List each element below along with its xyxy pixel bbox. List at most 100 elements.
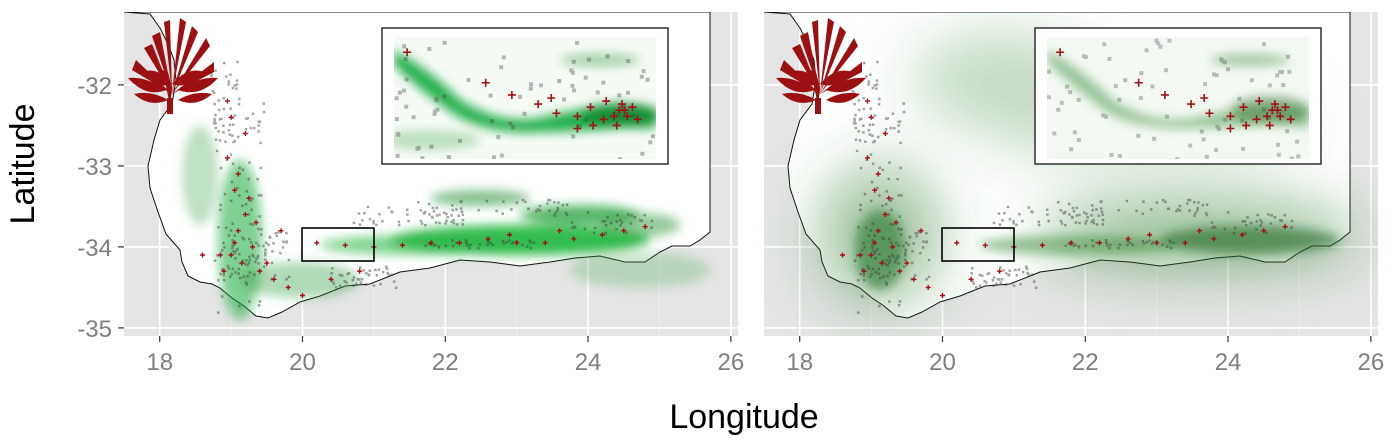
range-cell: [999, 281, 1003, 284]
range-cell: [238, 252, 241, 256]
presence-marker: [481, 78, 490, 87]
range-cell: [430, 242, 434, 246]
range-cell: [1260, 221, 1264, 224]
range-cell: [978, 273, 982, 277]
presence-marker: [507, 90, 516, 99]
range-cell: [1105, 241, 1108, 245]
range-cell: [1164, 114, 1169, 119]
range-cell: [437, 245, 441, 248]
presence-marker: [1263, 112, 1272, 121]
range-cell: [1007, 273, 1011, 277]
range-cell: [428, 213, 431, 216]
range-cell: [895, 257, 898, 261]
range-cell: [862, 124, 865, 127]
range-cell: [260, 228, 263, 231]
range-cell: [352, 284, 355, 287]
range-cell: [884, 262, 887, 266]
range-cell: [855, 149, 859, 153]
range-cell: [603, 219, 607, 223]
range-cell: [387, 206, 391, 209]
presence-marker: [882, 131, 888, 136]
range-cell: [233, 84, 237, 87]
range-cell: [922, 240, 925, 243]
range-cell: [891, 223, 894, 226]
range-cell: [569, 68, 574, 73]
range-cell: [992, 276, 996, 279]
range-cell: [231, 222, 234, 225]
range-cell: [871, 86, 875, 90]
range-cell: [224, 226, 228, 229]
range-cell: [1086, 215, 1089, 219]
range-cell: [244, 262, 247, 266]
presence-marker: [232, 187, 238, 193]
range-cell: [999, 266, 1002, 269]
range-cell: [1021, 219, 1024, 223]
presence-marker: [875, 171, 881, 177]
range-cell: [1220, 58, 1225, 63]
range-cell: [857, 130, 860, 133]
range-cell: [1167, 207, 1171, 211]
range-cell: [878, 194, 881, 197]
range-cell: [464, 239, 468, 242]
range-cell: [1097, 214, 1100, 217]
range-cell: [231, 86, 235, 90]
range-cell: [501, 55, 506, 60]
range-cell: [427, 242, 431, 245]
range-cell: [876, 186, 879, 190]
range-cell: [987, 271, 991, 275]
range-cell: [1109, 243, 1112, 247]
range-cell: [281, 246, 285, 249]
range-cell: [403, 57, 408, 62]
inset-panel: [1034, 27, 1322, 165]
range-cell: [375, 274, 379, 277]
range-cell: [897, 124, 900, 127]
range-cell: [1295, 139, 1300, 144]
range-cell: [1175, 209, 1178, 213]
range-cell: [1176, 208, 1180, 211]
range-cell: [211, 90, 215, 93]
range-cell: [1074, 221, 1078, 224]
range-cell: [1259, 224, 1262, 227]
range-cell: [223, 192, 227, 196]
range-cell: [881, 236, 884, 239]
map-panel-left: 18 20 22 24 26: [124, 12, 745, 376]
range-cell: [499, 153, 504, 158]
range-cell: [264, 241, 268, 245]
range-cell: [1019, 282, 1022, 286]
range-cell: [1021, 270, 1025, 274]
range-cell: [1108, 246, 1111, 250]
range-cell: [445, 212, 448, 216]
range-cell: [900, 233, 903, 236]
range-cell: [451, 204, 454, 207]
range-cell: [584, 117, 589, 122]
range-cell: [347, 271, 351, 275]
range-cell: [570, 70, 575, 75]
range-cell: [986, 272, 989, 276]
range-cell: [1100, 200, 1103, 203]
range-cell: [897, 130, 900, 133]
range-cell: [870, 272, 874, 276]
range-cell: [213, 259, 217, 262]
range-cell: [427, 47, 432, 52]
range-cell: [1101, 218, 1105, 222]
range-cell: [431, 216, 434, 219]
protea-logo: [128, 18, 218, 114]
range-cell: [255, 257, 258, 261]
x-tick-label: 26: [718, 349, 745, 376]
range-cell: [871, 250, 875, 253]
range-cell: [854, 126, 858, 130]
range-cell: [231, 162, 235, 166]
range-cell: [546, 202, 549, 205]
range-cell: [889, 222, 892, 226]
range-cell: [862, 131, 865, 134]
range-cell: [991, 278, 995, 282]
range-cell: [1241, 146, 1246, 151]
range-cell: [1129, 241, 1132, 245]
range-cell: [875, 83, 879, 86]
range-cell: [1091, 208, 1094, 212]
range-cell: [415, 146, 420, 151]
range-cell: [287, 275, 291, 279]
range-cell: [1090, 214, 1093, 217]
range-cell: [251, 253, 254, 257]
range-cell: [227, 267, 231, 270]
